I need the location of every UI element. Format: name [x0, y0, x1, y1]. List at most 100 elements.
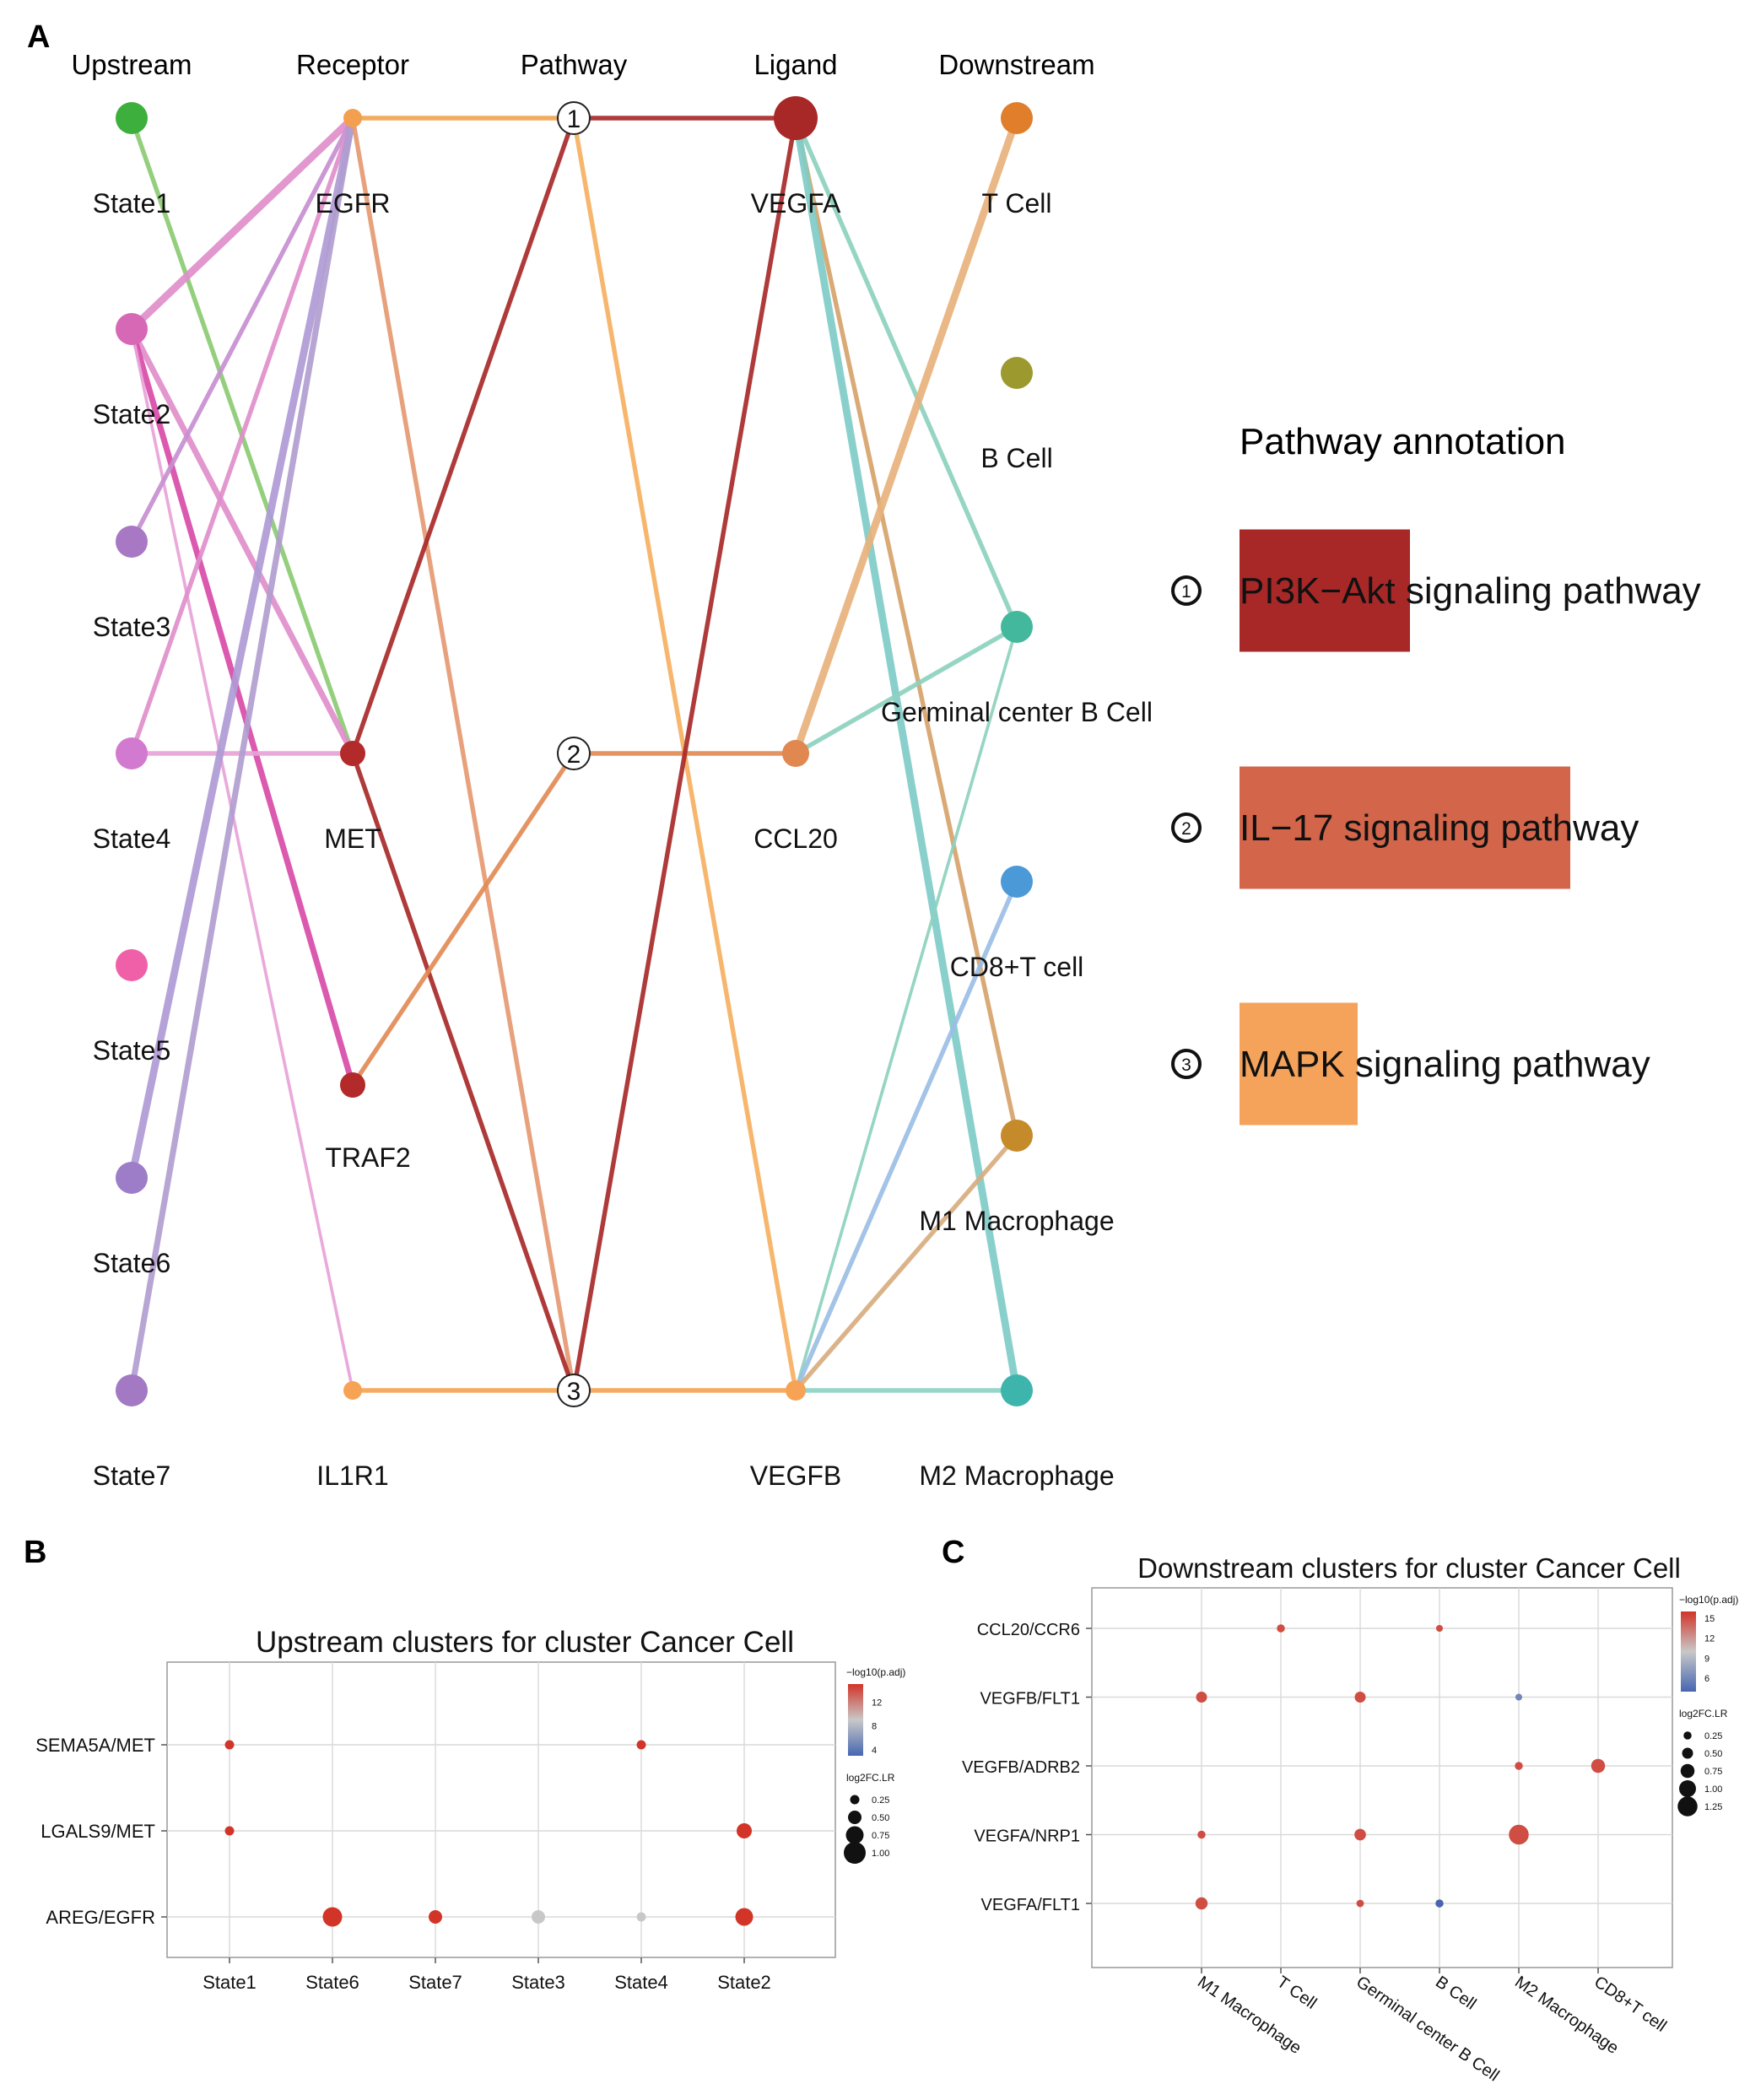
- panel-c-y-tick-label: CCL20/CCR6: [977, 1621, 1080, 1639]
- node-state2: [116, 313, 148, 345]
- edge-state2-egfr: [127, 114, 357, 333]
- node-m1-macrophage: [1001, 1120, 1033, 1152]
- edge-3-vegfa: [571, 116, 798, 1393]
- node-label-cd8-t-cell: CD8+T cell: [950, 952, 1084, 982]
- panel-b-legend-colorbar: [848, 1684, 863, 1756]
- panel-c-legend-size-label: 1.00: [1704, 1784, 1722, 1795]
- node-germinal-center-b-cell: [1001, 611, 1033, 643]
- node-pathway-3: [557, 1374, 591, 1407]
- node-egfr: [343, 109, 362, 127]
- panel-c-legend-size-title: log2FC.LR: [1679, 1708, 1728, 1719]
- node-label-m1-macrophage: M1 Macrophage: [919, 1206, 1114, 1236]
- node-b-cell: [1001, 357, 1033, 389]
- node-label-state4: State4: [93, 823, 171, 854]
- node-cd8-t-cell: [1001, 866, 1033, 898]
- pathway-name-1: PI3K−Akt signaling pathway: [1240, 570, 1701, 612]
- panel-c-dot-germinal-center-b-cell-vegfa-flt1: [1356, 1899, 1364, 1908]
- edge-state2-traf2: [128, 326, 356, 1088]
- node-label-egfr: EGFR: [316, 188, 391, 219]
- panel-b-plot: Upstream clusters for cluster Cancer Cel…: [35, 1626, 905, 1993]
- panel-c-plot-area: [1091, 1587, 1673, 1968]
- node-label-b-cell: B Cell: [980, 443, 1052, 473]
- node-state6: [116, 1162, 148, 1194]
- panel-b-y-tick-label: AREG/EGFR: [46, 1907, 155, 1928]
- panel-b-dot-state6-areg-egfr: [322, 1907, 343, 1927]
- pathway-annotation-legend: 1 PI3K−Akt signaling pathway 2 IL−17 signal…: [1171, 529, 1701, 1126]
- edge-met-1: [350, 116, 576, 756]
- panel-b-legend-size-label: 0.75: [872, 1831, 889, 1841]
- node-label-t-cell: T Cell: [982, 188, 1052, 219]
- panel-c-y-tick-label: VEGFA/FLT1: [981, 1896, 1080, 1914]
- panel-c-dot-b-cell-vegfa-flt1: [1435, 1899, 1444, 1908]
- panel-c-legend-size-label: 1.25: [1704, 1802, 1722, 1812]
- node-state7: [116, 1374, 148, 1406]
- node-label-traf2: TRAF2: [325, 1142, 410, 1173]
- panel-c-dot-m1-macrophage-vegfa-nrp1: [1197, 1830, 1206, 1839]
- pathway-name-2: IL−17 signaling pathway: [1240, 807, 1639, 849]
- panel-b-x-tick-label: State6: [305, 1972, 359, 1993]
- node-label-state1: State1: [93, 188, 171, 219]
- panel-c-legend-size-label: 0.75: [1704, 1767, 1722, 1777]
- panel-b-letter: B: [24, 1535, 46, 1570]
- node-pathway-2: [557, 737, 591, 770]
- panel-b-x-tick-label: State1: [203, 1972, 257, 1993]
- node-label-il1r1: IL1R1: [316, 1460, 388, 1491]
- network-labels: State1 State2 State3 State4 State5 State6 Stat…: [93, 105, 1153, 1491]
- edge-state4-egfr: [129, 116, 355, 756]
- node-label-ccl20: CCL20: [753, 823, 838, 854]
- edge-ccl20-t-cell: [791, 114, 1021, 758]
- pathway-swatch-2: [1240, 766, 1570, 889]
- panel-b-dot-state4-sema5a-met: [636, 1740, 646, 1750]
- panel-c-legend-size-dot: [1679, 1780, 1696, 1797]
- panel-c-y-tick-label: VEGFB/FLT1: [980, 1690, 1080, 1709]
- panel-a-letter: A: [27, 19, 50, 55]
- panel-c-dot-germinal-center-b-cell-vegfb-flt1: [1354, 1692, 1366, 1703]
- node-state3: [116, 526, 148, 558]
- panel-b-legend-size-dot: [845, 1826, 864, 1844]
- node-ccl20: [782, 740, 809, 767]
- panel-b-legend-color-tick: 12: [872, 1698, 882, 1708]
- panel-c-legend-size-dot: [1682, 1747, 1693, 1759]
- node-label-vegfa: VEGFA: [751, 188, 841, 219]
- edge-vegfb-cd8-t-cell: [793, 879, 1019, 1393]
- panel-b-x-tick-label: State2: [717, 1972, 771, 1993]
- network-nodes: [116, 96, 1033, 1407]
- column-header-upstream: Upstream: [71, 49, 192, 80]
- node-label-state7: State7: [93, 1460, 171, 1491]
- panel-b-dot-state4-areg-egfr: [636, 1912, 646, 1922]
- pathway-annotation-title: Pathway annotation: [1240, 421, 1566, 462]
- panel-b-dotplot: B Upstream clusters for cluster Cancer C…: [24, 1535, 905, 1993]
- panel-a-network: A Upstream Receptor Pathway Ligand Downs…: [27, 19, 1701, 1491]
- pathway-swatch-1: [1240, 529, 1410, 652]
- column-header-downstream: Downstream: [938, 49, 1094, 80]
- panel-c-legend-color-tick: 15: [1704, 1614, 1715, 1624]
- network-edges: [127, 114, 1021, 1395]
- panel-c-legend-size-dot: [1683, 1731, 1692, 1740]
- panel-c-y-tick-label: VEGFA/NRP1: [974, 1827, 1080, 1846]
- panel-c-y-tick-label: VEGFB/ADRB2: [962, 1758, 1080, 1777]
- panel-b-legend-size-title: log2FC.LR: [846, 1772, 895, 1784]
- panel-c-dot-m2-macrophage-vegfb-flt1: [1515, 1693, 1523, 1701]
- node-vegfb: [786, 1380, 806, 1401]
- pathway-marker-2: [1171, 812, 1202, 843]
- pathway-number-3: 3: [567, 1378, 581, 1406]
- panel-b-legend-size-label: 1.00: [872, 1849, 889, 1859]
- panel-b-dot-state3-areg-egfr: [532, 1910, 545, 1924]
- pathway-marker-number-2: 2: [1181, 819, 1191, 839]
- node-traf2: [340, 1072, 365, 1098]
- panel-c-legend-size-dot: [1680, 1763, 1695, 1779]
- panel-b-dot-state2-areg-egfr: [735, 1908, 753, 1926]
- node-il1r1: [343, 1381, 362, 1400]
- node-label-m2-macrophage: M2 Macrophage: [919, 1460, 1114, 1491]
- panel-b-title: Upstream clusters for cluster Cancer Cel…: [256, 1626, 794, 1659]
- panel-b-legend-size-label: 0.50: [872, 1813, 889, 1823]
- panel-c-dot-germinal-center-b-cell-vegfa-nrp1: [1354, 1828, 1366, 1841]
- pathway-marker-1: [1171, 575, 1202, 606]
- edge-met-3: [350, 751, 576, 1393]
- node-state4: [116, 737, 148, 769]
- pathway-number-1: 1: [567, 105, 581, 133]
- edge-traf2-2: [350, 751, 576, 1088]
- node-label-state5: State5: [93, 1035, 171, 1066]
- pathway-marker-number-1: 1: [1181, 582, 1191, 602]
- edge-state7-egfr: [128, 115, 356, 1394]
